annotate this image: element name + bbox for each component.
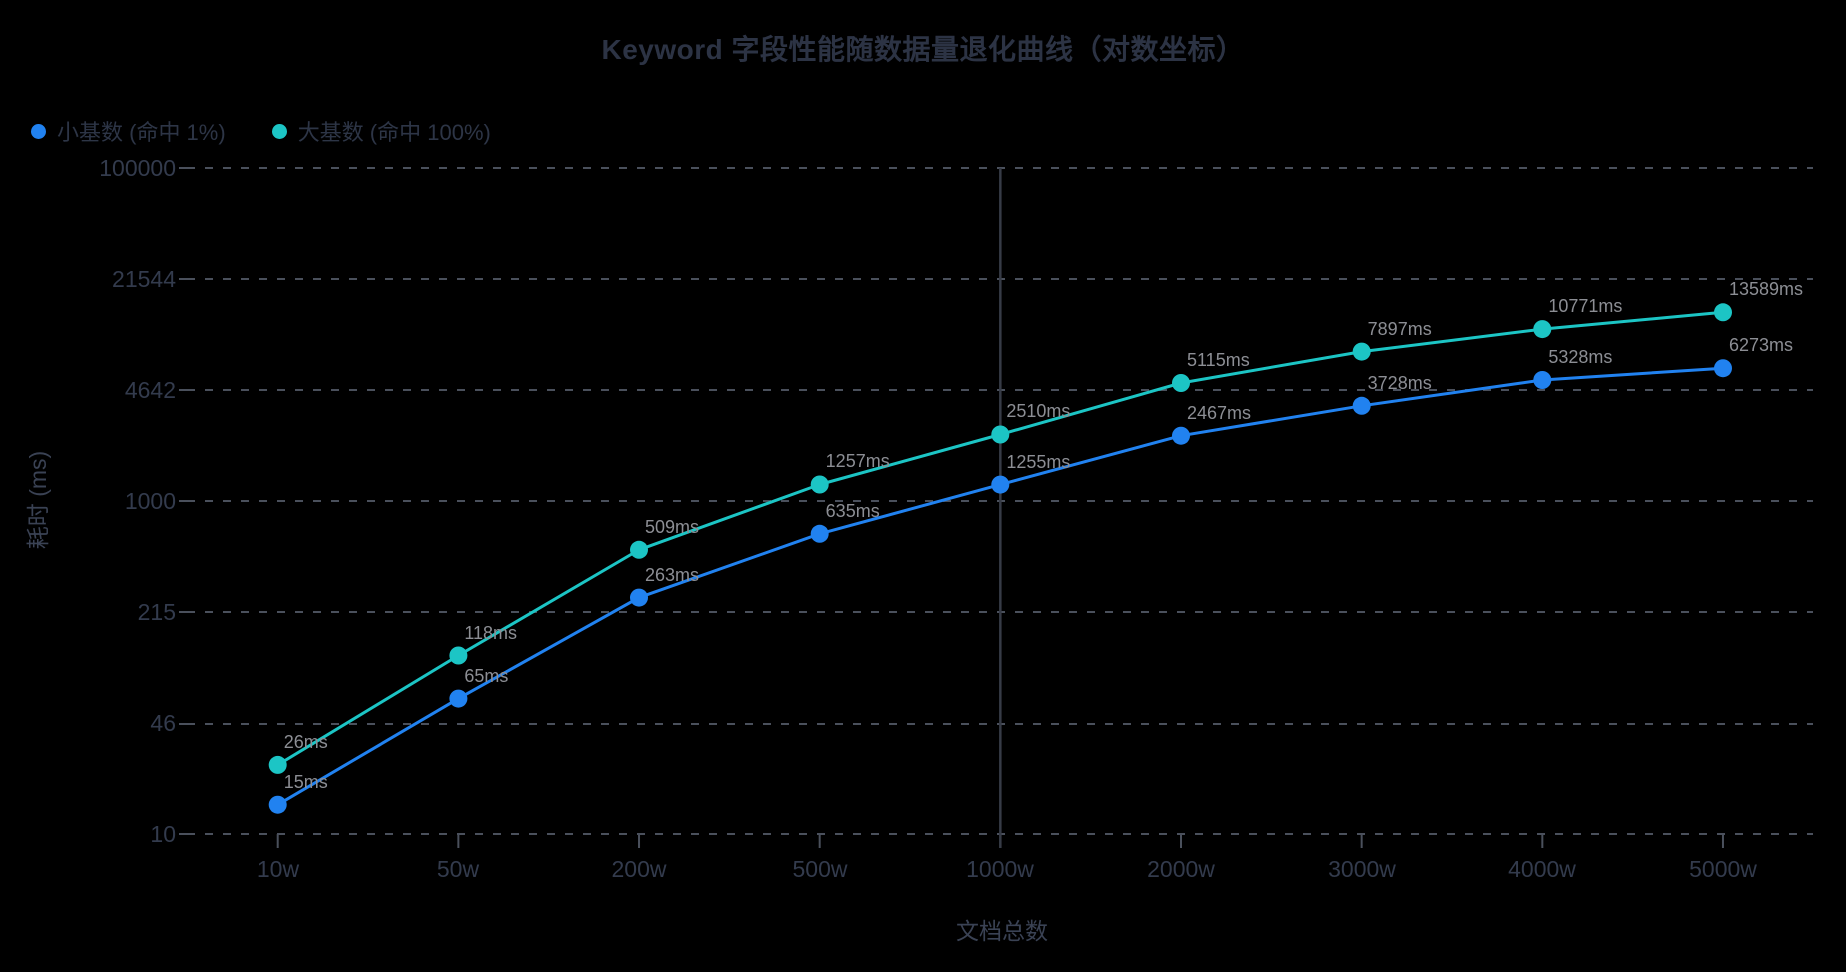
data-point-marker[interactable]	[1533, 320, 1552, 339]
data-point-marker[interactable]	[810, 475, 829, 494]
legend-label: 小基数 (命中 1%)	[57, 120, 226, 145]
legend-marker-blue-icon	[31, 123, 46, 139]
x-axis-tick-label: 200w	[611, 856, 667, 882]
legend-label: 大基数 (命中 100%)	[297, 120, 491, 145]
x-axis-title: 文档总数	[956, 918, 1048, 944]
y-axis-tick-label: 10	[150, 821, 176, 847]
data-point-marker[interactable]	[1352, 342, 1371, 361]
data-point-marker[interactable]	[630, 588, 648, 607]
data-point-marker[interactable]	[630, 540, 648, 559]
data-point-marker[interactable]	[810, 524, 829, 543]
y-axis-tick-label: 21544	[112, 266, 176, 292]
data-point-marker[interactable]	[991, 475, 1010, 494]
x-axis-tick-label: 50w	[436, 856, 480, 882]
y-axis-tick-label: 1000	[124, 488, 176, 514]
data-point-marker[interactable]	[1172, 374, 1190, 392]
chart-title: Keyword 字段性能随数据量退化曲线（对数坐标）	[601, 34, 1245, 65]
y-axis-tick-label: 4642	[124, 377, 176, 403]
x-axis-tick-label: 2000w	[1147, 856, 1215, 882]
data-point-marker[interactable]	[1533, 371, 1552, 389]
data-point-marker[interactable]	[1172, 426, 1190, 445]
x-axis-tick-label: 10w	[256, 856, 300, 882]
data-point-marker[interactable]	[449, 646, 468, 665]
x-axis-tick-label: 3000w	[1328, 856, 1396, 882]
y-axis-tick-label: 46	[150, 710, 176, 736]
data-point-marker[interactable]	[991, 425, 1010, 444]
x-axis-tick-label: 500w	[792, 856, 848, 882]
data-point-marker[interactable]	[449, 689, 468, 708]
legend-item-large-cardinality[interactable]: 大基数 (命中 100%)	[271, 115, 491, 147]
legend: 小基数 (命中 1%) 大基数 (命中 100%)	[31, 115, 491, 147]
y-axis-tick-label: 100000	[99, 155, 176, 181]
legend-item-small-cardinality[interactable]: 小基数 (命中 1%)	[31, 115, 226, 147]
x-axis-tick-label: 5000w	[1689, 856, 1757, 882]
data-point-marker[interactable]	[268, 755, 287, 774]
x-axis-tick-label: 4000w	[1508, 856, 1576, 882]
data-point-marker[interactable]	[1352, 396, 1371, 415]
data-point-marker[interactable]	[1714, 303, 1732, 322]
y-axis-tick-label: 215	[137, 599, 176, 625]
legend-marker-teal-icon	[271, 123, 287, 139]
data-point-marker[interactable]	[1714, 359, 1732, 378]
data-point-marker[interactable]	[268, 795, 287, 814]
x-axis-tick-label: 1000w	[966, 856, 1034, 882]
